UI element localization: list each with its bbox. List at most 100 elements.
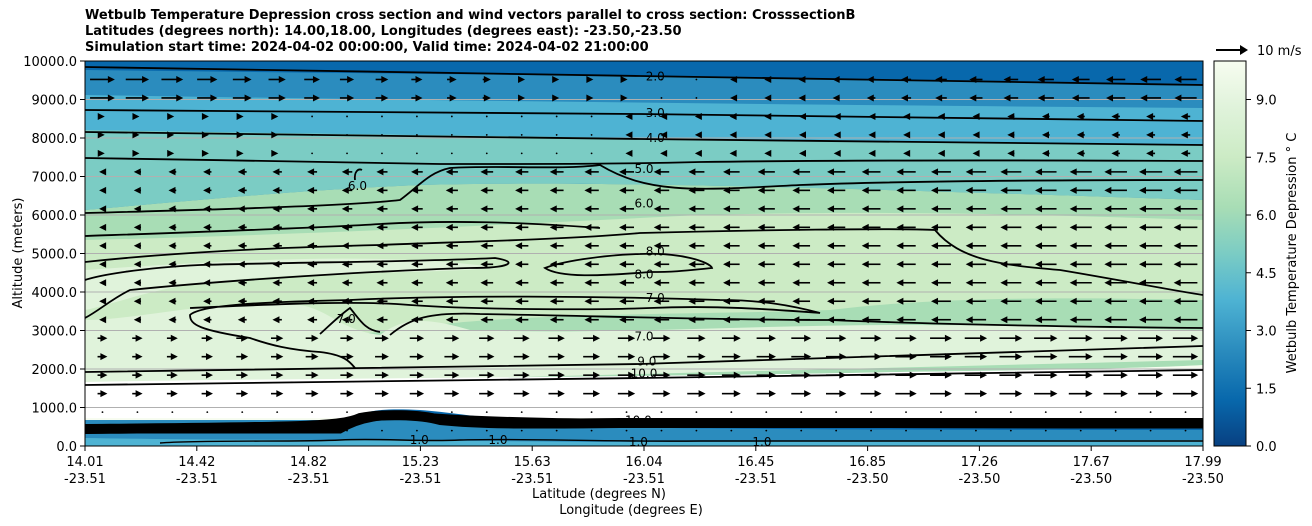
- wind-vector-head: [1050, 371, 1058, 379]
- contour-label: 9.0: [637, 354, 656, 368]
- wind-vector-head: [874, 371, 882, 379]
- wind-vector-head: [557, 334, 565, 342]
- wind-vector-head: [100, 353, 108, 361]
- wind-vector-head: [1104, 168, 1112, 176]
- wind-vector-head: [133, 297, 141, 305]
- wind-vector-head: [764, 75, 772, 83]
- wind-vector-head: [1146, 112, 1154, 120]
- contour-9: [85, 345, 1203, 373]
- wind-vector-head: [1120, 390, 1128, 398]
- wind-vector-head: [827, 316, 835, 324]
- wind-vector-head: [201, 131, 209, 139]
- wind-vector-head: [903, 131, 911, 139]
- wind-vector-head: [868, 112, 876, 120]
- wind-vector-head: [236, 131, 244, 139]
- wind-vector-head: [347, 94, 355, 102]
- x-tick-lat: 16.45: [737, 455, 774, 470]
- wind-vector-head: [518, 94, 526, 102]
- wind-vector-head: [135, 334, 143, 342]
- wind-vector-head: [1076, 131, 1084, 139]
- wind-vector-head: [586, 75, 594, 83]
- wind-vector-head: [237, 297, 245, 305]
- wind-vector: [416, 429, 418, 432]
- wind-vector-head: [167, 112, 175, 120]
- wind-vector: [311, 115, 313, 118]
- wind-vector-head: [1071, 94, 1079, 102]
- wind-vector-head: [827, 242, 835, 250]
- wind-vector-head: [628, 371, 636, 379]
- wind-vector-head: [874, 390, 882, 398]
- wind-vector-head: [415, 75, 423, 83]
- wind-vector-head: [483, 94, 491, 102]
- wind-vector-head: [552, 94, 560, 102]
- wind-vector-head: [896, 168, 904, 176]
- wind-vector-head: [833, 131, 841, 139]
- wind-vector: [241, 411, 244, 414]
- wind-vectors: [90, 75, 1199, 432]
- contour-10: [85, 369, 1203, 386]
- wind-vector: [555, 134, 558, 136]
- wind-vector-head: [931, 223, 939, 231]
- wind-vector-head: [729, 112, 737, 120]
- wind-vector-head: [99, 242, 107, 250]
- wind-vector: [381, 152, 383, 155]
- wind-vector-head: [733, 353, 741, 361]
- y-tick-label: 5000.0: [32, 248, 78, 263]
- wind-vector-head: [1120, 353, 1128, 361]
- wind-vector-head: [688, 223, 696, 231]
- wind-vector-head: [522, 371, 530, 379]
- wind-vector-head: [757, 260, 765, 268]
- wind-vector-head: [1139, 279, 1147, 287]
- wind-vector-head: [549, 168, 557, 176]
- wind-vector-head: [99, 297, 107, 305]
- wind-vector: [1079, 411, 1082, 414]
- wind-vector-head: [1000, 260, 1008, 268]
- colorbar-tick-label: 4.5: [1256, 267, 1277, 282]
- wind-vector-head: [341, 186, 349, 194]
- wind-vector-head: [237, 316, 245, 324]
- wind-vector-head: [168, 186, 176, 194]
- wind-vector-head: [168, 223, 176, 231]
- wind-vector-head: [237, 242, 245, 250]
- wind-vector-head: [549, 316, 557, 324]
- wind-vector-head: [729, 131, 737, 139]
- wind-vector-head: [445, 205, 453, 213]
- wind-vector-head: [99, 260, 107, 268]
- wind-vector: [660, 411, 663, 414]
- wind-vector: [730, 411, 733, 414]
- wind-vector-head: [100, 371, 108, 379]
- wind-vector-head: [688, 168, 696, 176]
- wind-vector-head: [980, 371, 988, 379]
- x-tick-lat: 15.23: [402, 455, 439, 470]
- wind-vector: [346, 429, 348, 432]
- wind-vector-head: [376, 279, 384, 287]
- wind-vector-head: [557, 371, 565, 379]
- wind-vector-head: [965, 242, 973, 250]
- wind-vector-head: [1104, 186, 1112, 194]
- wind-vector-head: [276, 334, 284, 342]
- wind-vector-head: [827, 223, 835, 231]
- wind-vector-head: [341, 316, 349, 324]
- wind-vector: [241, 429, 244, 432]
- wind-key: 10 m/s: [1216, 44, 1302, 59]
- wind-vector-head: [1035, 168, 1043, 176]
- wind-vector-head: [480, 279, 488, 287]
- wind-vector-head: [515, 279, 523, 287]
- wind-vector: [1114, 411, 1117, 414]
- wind-vector-head: [1156, 353, 1164, 361]
- wind-vector-head: [205, 390, 213, 398]
- wind-vector-head: [896, 205, 904, 213]
- wind-vector: [765, 411, 768, 414]
- wind-vector: [450, 134, 453, 136]
- wind-vector-head: [1104, 279, 1112, 287]
- wind-vector-head: [792, 186, 800, 194]
- wind-vector-head: [931, 297, 939, 305]
- contour-surface-band: [85, 410, 1203, 434]
- wind-vector-head: [653, 186, 661, 194]
- wind-vector-head: [381, 75, 389, 83]
- wind-vector: [660, 429, 663, 432]
- contour-7-upper: [85, 221, 601, 237]
- wind-vector-head: [839, 353, 847, 361]
- wind-vector-head: [445, 297, 453, 305]
